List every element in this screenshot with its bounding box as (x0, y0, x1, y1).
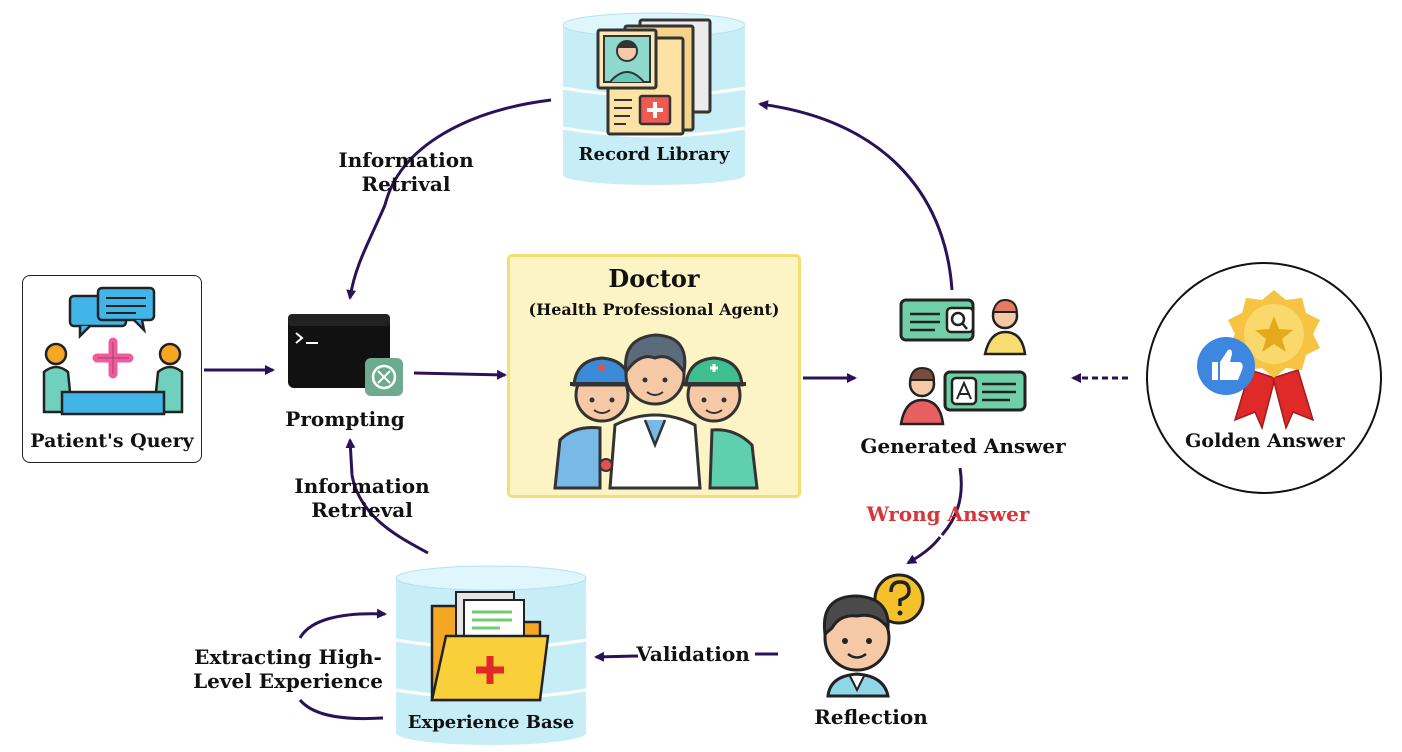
arrow-loop-bottom (298, 698, 384, 721)
qa-chat-icon (899, 298, 1027, 426)
information-retrival-line1: Information (338, 148, 474, 172)
arrow-answer-wrong (940, 467, 963, 536)
patient-query-label: Patient's Query (30, 430, 194, 452)
experience-base-label: Experience Base (407, 712, 575, 733)
consultation-icon (42, 286, 184, 416)
arrow-loop-top (298, 608, 387, 639)
doctor-title: Doctor (608, 264, 700, 293)
arrow-prompting-to-doctor (413, 369, 507, 380)
prompting-label: Prompting (285, 407, 405, 431)
arrow-experience-to-prompting (350, 474, 429, 555)
generated-answer-label: Generated Answer (860, 434, 1066, 458)
arrow-record-to-prompting-tail (346, 204, 387, 300)
information-retrival-label: Information Retrival (316, 148, 496, 197)
doctor-subtitle: (Health Professional Agent) (528, 300, 780, 319)
extracting-line2: Level Experience (193, 669, 383, 694)
extracting-experience-label: Extracting High- Level Experience (188, 645, 388, 694)
medical-team-icon (553, 333, 759, 490)
medical-records-icon (596, 18, 712, 136)
medical-folder-icon (430, 591, 550, 702)
information-retrieval-label: Information Retrieval (272, 474, 452, 523)
arrow-experience-to-prompting-head (345, 438, 356, 476)
thinking-person-icon (822, 573, 925, 698)
information-retrieval-line2: Retrieval (311, 498, 413, 523)
arrow-record-to-prompting (383, 98, 552, 206)
information-retrieval-line1: Information (294, 474, 430, 498)
arrow-wrong-to-reflection (906, 536, 942, 565)
extracting-line1: Extracting High- (194, 645, 382, 669)
arrow-validation-to-experience (594, 651, 639, 662)
wrong-answer-label: Wrong Answer (866, 502, 1030, 526)
terminal-chatgpt-icon (288, 314, 403, 396)
reflection-label: Reflection (814, 705, 928, 729)
award-thumbs-up-icon (1197, 290, 1320, 431)
information-retrival-line2: Retrival (361, 172, 451, 197)
arrow-answer-to-record (758, 100, 954, 291)
golden-answer-label: Golden Answer (1185, 430, 1345, 452)
record-library-label: Record Library (578, 144, 730, 165)
arrows (204, 98, 1128, 721)
validation-label: Validation (636, 642, 750, 666)
